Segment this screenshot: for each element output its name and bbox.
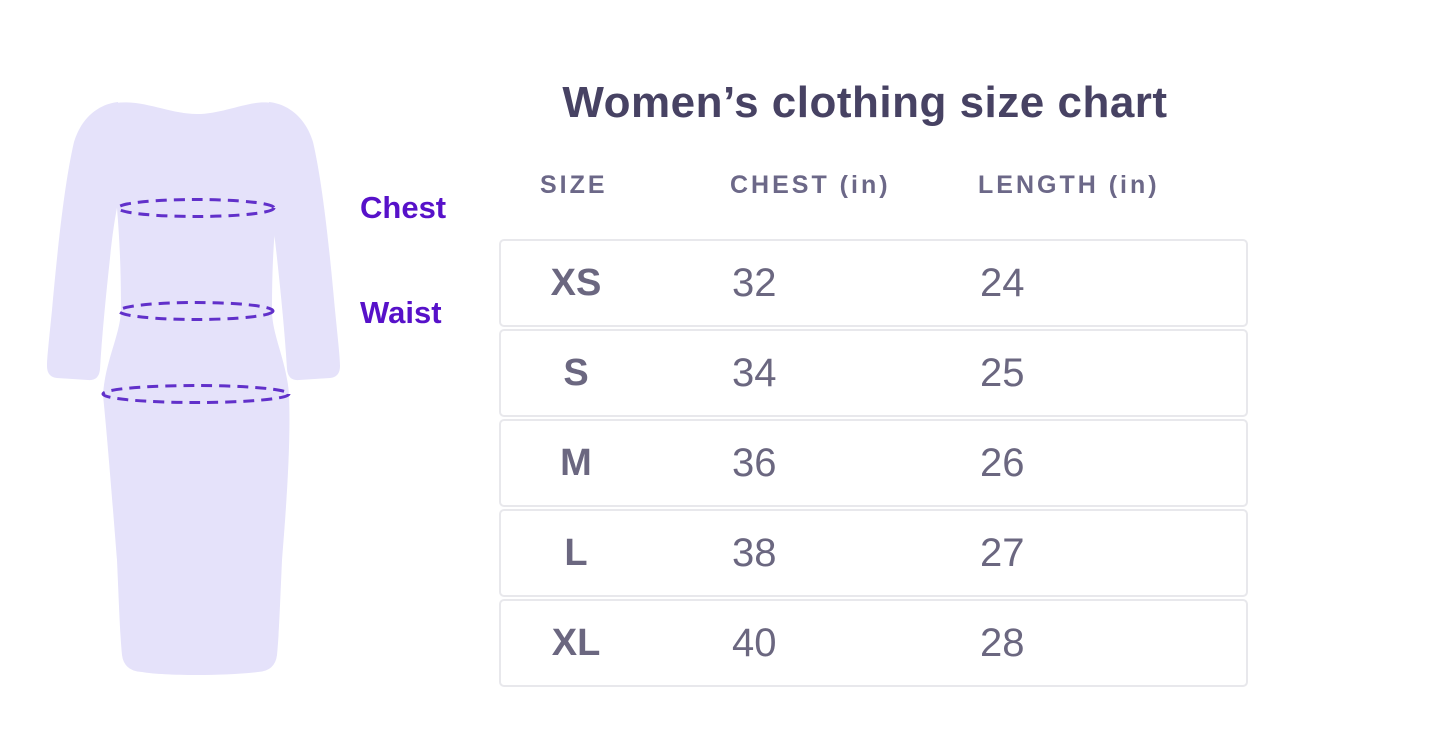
chest-cell: 32 — [732, 261, 777, 305]
chest-cell: 34 — [732, 351, 777, 395]
hip-measure-line — [101, 384, 291, 404]
column-header-chest: CHEST (in) — [730, 171, 891, 199]
length-cell: 24 — [980, 261, 1025, 305]
waist-measure-line — [117, 301, 275, 321]
chest-cell: 36 — [732, 441, 777, 485]
table-row-xl: XL 40 28 — [499, 599, 1248, 687]
column-header-length: LENGTH (in) — [978, 171, 1160, 199]
waist-label: Waist — [360, 295, 442, 330]
dress-body — [98, 102, 296, 676]
table-header: SIZE CHEST (in) LENGTH (in) — [499, 171, 1248, 201]
table-row-l: L 38 27 — [499, 509, 1248, 597]
column-header-size: SIZE — [540, 171, 608, 199]
page-title: Women’s clothing size chart — [562, 78, 1168, 127]
chest-measure-line — [116, 198, 276, 218]
size-cell: XL — [551, 622, 601, 664]
chest-cell: 40 — [732, 621, 777, 665]
length-cell: 28 — [980, 621, 1025, 665]
chest-label: Chest — [360, 190, 447, 225]
table-row-xs: XS 32 24 — [499, 239, 1248, 327]
chest-cell: 38 — [732, 531, 777, 575]
size-cell: L — [564, 532, 588, 574]
length-cell: 27 — [980, 531, 1025, 575]
size-cell: M — [560, 442, 592, 484]
dress-illustration — [47, 102, 340, 676]
size-cell: XS — [550, 262, 602, 304]
length-cell: 26 — [980, 441, 1025, 485]
table-row-s: S 34 25 — [499, 329, 1248, 417]
size-cell: S — [563, 352, 589, 394]
size-table: XS 32 24 S 34 25 M 36 26 L 38 27 XL 40 2… — [499, 239, 1248, 689]
length-cell: 25 — [980, 351, 1025, 395]
dress-left-sleeve — [47, 102, 122, 381]
table-row-m: M 36 26 — [499, 419, 1248, 507]
dress-right-sleeve — [265, 102, 340, 381]
dress-shape — [47, 102, 340, 676]
